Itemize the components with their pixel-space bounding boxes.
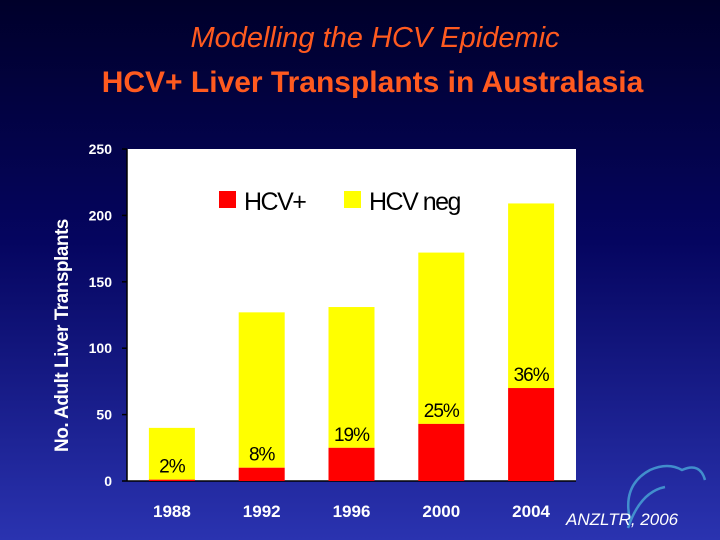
source-credit: ANZLTR, 2006 — [566, 510, 679, 529]
bar-hcv-pos-1992 — [238, 467, 285, 481]
y-tick-label: 0 — [104, 473, 112, 489]
bar-hcv-neg-1988 — [148, 427, 195, 480]
x-tick-label: 2000 — [422, 502, 460, 521]
bar-hcv-pos-2004 — [508, 388, 555, 481]
legend-swatch-hcv-pos — [219, 191, 236, 208]
chart-subtitle: HCV+ Liver Transplants in Australasia — [101, 66, 644, 99]
percent-label: 2% — [159, 457, 186, 478]
legend: HCV+ HCV neg — [219, 188, 462, 216]
x-tick-label: 1992 — [243, 502, 281, 521]
bar-hcv-neg-1992 — [238, 312, 285, 468]
percent-label: 25% — [424, 401, 460, 422]
percent-label: 36% — [514, 365, 550, 386]
legend-swatch-hcv-neg — [344, 191, 361, 208]
y-tick-label: 50 — [96, 407, 112, 423]
percent-label: 8% — [249, 445, 276, 466]
y-tick-label: 150 — [89, 274, 113, 290]
bar-hcv-neg-1996 — [328, 307, 375, 448]
bar-hcv-pos-2000 — [418, 423, 465, 481]
x-tick-label: 1996 — [333, 502, 371, 521]
y-tick-label: 200 — [89, 207, 113, 223]
legend-label-hcv-pos: HCV+ — [244, 188, 306, 216]
bar-hcv-pos-1988 — [148, 479, 195, 481]
legend-label-hcv-neg: HCV neg — [369, 188, 461, 216]
bar-hcv-neg-2000 — [418, 252, 465, 424]
y-tick-label: 100 — [89, 340, 113, 356]
bar-hcv-pos-1996 — [328, 447, 375, 481]
x-tick-label: 2004 — [512, 502, 550, 521]
y-tick-label: 250 — [89, 141, 113, 157]
x-tick-label: 1988 — [153, 502, 191, 521]
watermark-logo-icon — [626, 464, 707, 529]
chart-title: Modelling the HCV Epidemic — [190, 22, 560, 54]
bar-hcv-neg-2004 — [508, 203, 555, 389]
percent-label: 19% — [334, 425, 370, 446]
